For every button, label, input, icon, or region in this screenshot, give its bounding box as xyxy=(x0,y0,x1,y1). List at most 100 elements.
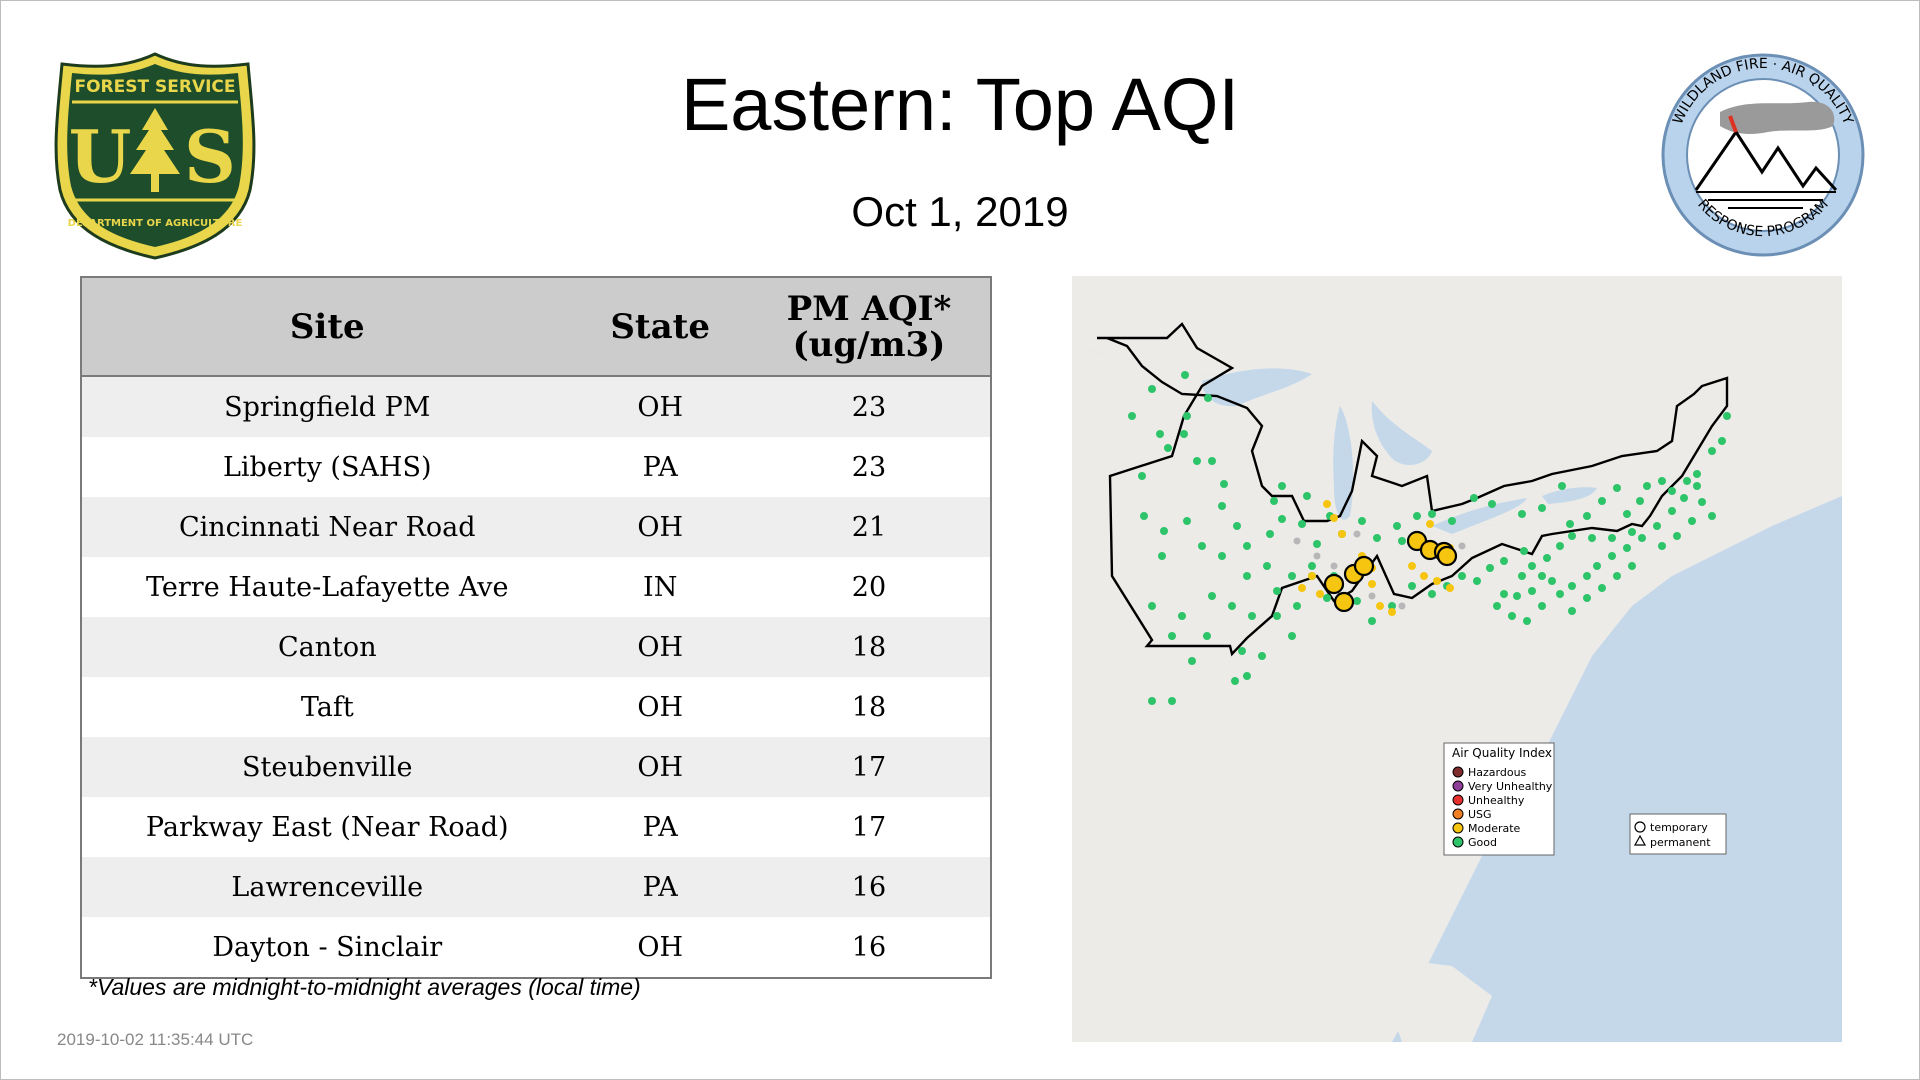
site-marker-good xyxy=(1218,552,1226,560)
site-marker-good xyxy=(1231,677,1239,685)
site-marker-good xyxy=(1373,534,1381,542)
site-marker-good xyxy=(1218,502,1226,510)
legend-title: Air Quality Index xyxy=(1452,746,1552,760)
cell-state: PA xyxy=(572,797,748,857)
site-marker-good xyxy=(1398,537,1406,545)
site-marker-good xyxy=(1168,697,1176,705)
site-marker-good xyxy=(1183,517,1191,525)
site-marker-good xyxy=(1583,594,1591,602)
table-row: Cincinnati Near Road OH 21 xyxy=(81,497,991,557)
site-marker-good xyxy=(1148,602,1156,610)
cell-aqi: 16 xyxy=(747,857,991,917)
legend-swatch xyxy=(1452,822,1464,834)
site-marker-good xyxy=(1658,542,1666,550)
site-marker-good xyxy=(1538,572,1546,580)
cell-state: OH xyxy=(572,617,748,677)
site-marker-top-aqi xyxy=(1333,591,1355,613)
site-marker-good xyxy=(1180,430,1188,438)
cell-site: Dayton - Sinclair xyxy=(81,917,573,978)
site-marker-good xyxy=(1538,504,1546,512)
legend-label: Moderate xyxy=(1468,822,1521,835)
site-marker-good xyxy=(1568,582,1576,590)
site-marker-good xyxy=(1693,470,1701,478)
site-marker-good xyxy=(1708,447,1716,455)
cell-aqi: 23 xyxy=(747,437,991,497)
site-marker-good xyxy=(1556,590,1564,598)
site-marker-good xyxy=(1520,547,1528,555)
cell-state: OH xyxy=(572,376,748,437)
site-marker-good xyxy=(1203,632,1211,640)
site-marker-good xyxy=(1628,562,1636,570)
site-marker-good xyxy=(1680,494,1688,502)
site-marker-good xyxy=(1583,512,1591,520)
legend-temporary-label: temporary xyxy=(1650,821,1708,834)
site-marker-good xyxy=(1693,482,1701,490)
site-marker-good xyxy=(1148,385,1156,393)
site-marker-good xyxy=(1164,444,1172,452)
table-row: Canton OH 18 xyxy=(81,617,991,677)
site-marker-good xyxy=(1368,617,1376,625)
site-marker-good xyxy=(1643,482,1651,490)
cell-site: Steubenville xyxy=(81,737,573,797)
no-data-sites xyxy=(1293,530,1466,610)
cell-site: Taft xyxy=(81,677,573,737)
cell-state: PA xyxy=(572,857,748,917)
site-marker-no-data xyxy=(1293,537,1301,545)
cell-aqi: 23 xyxy=(747,376,991,437)
site-marker-good xyxy=(1193,457,1201,465)
site-marker-good xyxy=(1488,500,1496,508)
site-marker-good xyxy=(1486,564,1494,572)
site-marker-good xyxy=(1523,617,1531,625)
site-marker-no-data xyxy=(1353,530,1361,538)
legend-swatch xyxy=(1452,794,1464,806)
smoke-plume-icon xyxy=(1720,101,1835,134)
eastern-region-boundary xyxy=(1097,322,1729,657)
site-marker-good xyxy=(1270,497,1278,505)
site-marker-good xyxy=(1278,515,1286,523)
site-marker-good xyxy=(1513,592,1521,600)
header-state: State xyxy=(572,277,748,377)
top-aqi-sites xyxy=(1323,530,1458,613)
site-marker-moderate xyxy=(1388,608,1396,616)
site-marker-good xyxy=(1723,412,1731,420)
site-marker-good xyxy=(1298,520,1306,528)
cell-site: Parkway East (Near Road) xyxy=(81,797,573,857)
site-marker-good xyxy=(1473,577,1481,585)
site-marker-good xyxy=(1698,498,1706,506)
site-marker-good xyxy=(1208,457,1216,465)
flag-icon xyxy=(1728,115,1738,133)
site-marker-good xyxy=(1500,590,1508,598)
footnote: *Values are midnight-to-midnight average… xyxy=(88,974,641,1000)
site-marker-good xyxy=(1470,494,1478,502)
site-marker-good xyxy=(1518,510,1526,518)
site-marker-good xyxy=(1623,510,1631,518)
cell-site: Canton xyxy=(81,617,573,677)
site-marker-good xyxy=(1140,512,1148,520)
site-marker-top-aqi xyxy=(1353,555,1375,577)
table-header-row: Site State PM AQI* (ug/m3) xyxy=(81,277,991,377)
site-marker-good xyxy=(1183,412,1191,420)
site-marker-good xyxy=(1288,572,1296,580)
forest-service-shield-logo: FOREST SERVICE U S DEPARTMENT OF AGRICUL… xyxy=(54,52,256,260)
legend-label: USG xyxy=(1468,808,1492,821)
site-marker-good xyxy=(1598,497,1606,505)
cell-aqi: 18 xyxy=(747,677,991,737)
header-pm-aqi-line1: PM AQI* xyxy=(786,288,952,329)
cell-state: OH xyxy=(572,917,748,978)
site-marker-good xyxy=(1598,584,1606,592)
site-marker-good xyxy=(1688,517,1696,525)
permanent-triangle-icon xyxy=(1633,834,1647,846)
site-marker-good xyxy=(1273,612,1281,620)
site-marker-good xyxy=(1568,532,1576,540)
cell-site: Springfield PM xyxy=(81,376,573,437)
site-marker-good xyxy=(1593,562,1601,570)
site-marker-good xyxy=(1608,534,1616,542)
site-marker-good xyxy=(1208,592,1216,600)
site-marker-good xyxy=(1353,597,1361,605)
site-marker-good xyxy=(1636,497,1644,505)
site-marker-good xyxy=(1548,577,1556,585)
cell-site: Liberty (SAHS) xyxy=(81,437,573,497)
site-marker-good xyxy=(1458,572,1466,580)
site-marker-good xyxy=(1543,554,1551,562)
